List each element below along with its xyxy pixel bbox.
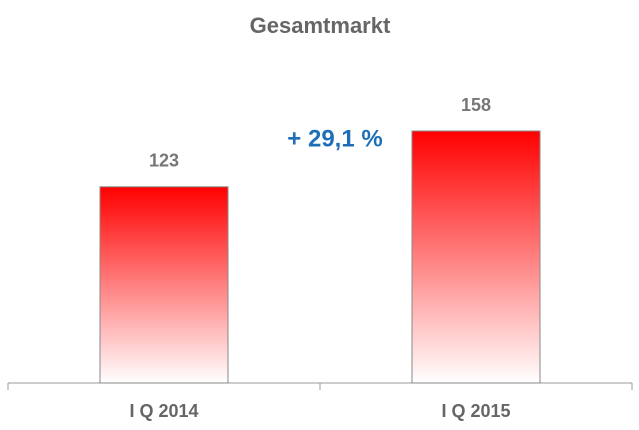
x-tick-label: I Q 2015 — [441, 401, 510, 421]
bar — [411, 130, 541, 384]
annotation: + 29,1 % — [287, 125, 382, 152]
x-tick-label: I Q 2014 — [129, 401, 198, 421]
data-label: 158 — [461, 95, 491, 115]
chart-title: Gesamtmarkt — [250, 13, 391, 38]
data-label: 123 — [149, 151, 179, 171]
bar — [99, 186, 229, 384]
